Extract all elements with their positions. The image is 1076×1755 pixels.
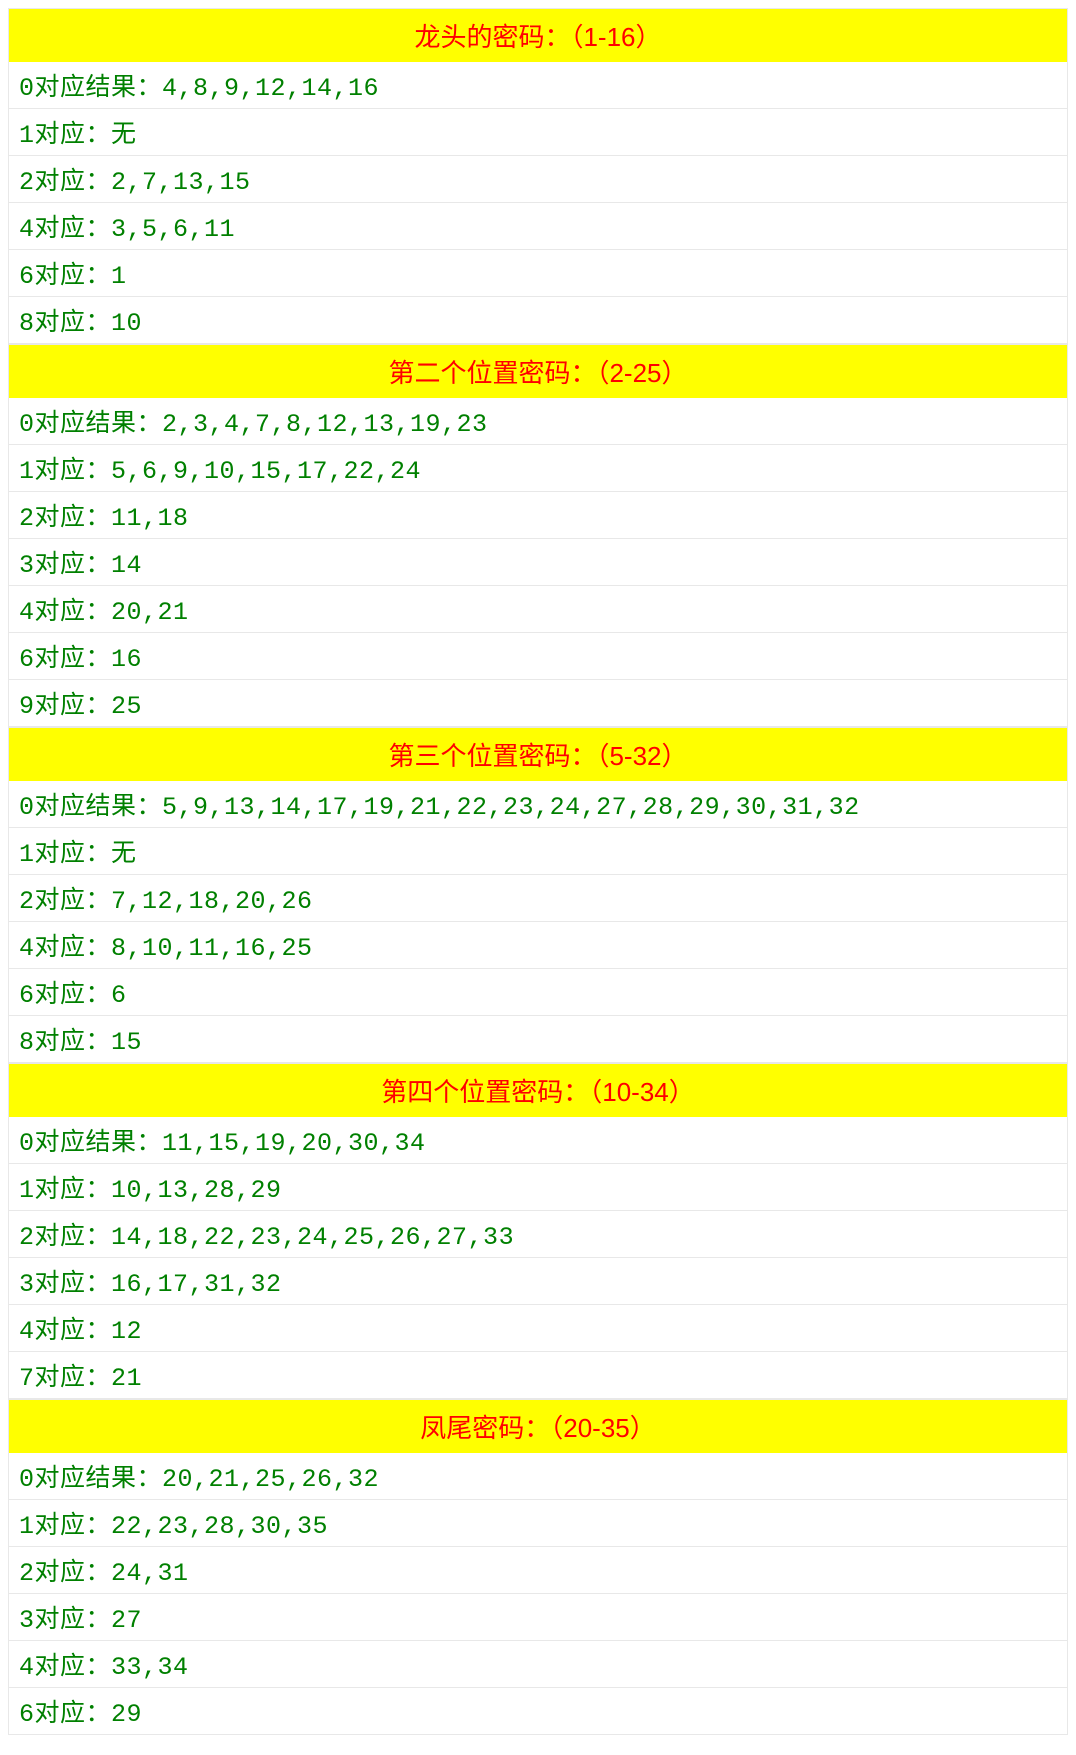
- data-row: 4对应：20,21: [8, 586, 1068, 633]
- section-header: 第二个位置密码：（2-25）: [8, 344, 1068, 398]
- data-row: 0对应结果：2,3,4,7,8,12,13,19,23: [8, 398, 1068, 445]
- data-row: 1对应：10,13,28,29: [8, 1164, 1068, 1211]
- data-row: 0对应结果：5,9,13,14,17,19,21,22,23,24,27,28,…: [8, 781, 1068, 828]
- data-row: 1对应：5,6,9,10,15,17,22,24: [8, 445, 1068, 492]
- section: 第四个位置密码：（10-34）0对应结果：11,15,19,20,30,341对…: [8, 1063, 1068, 1399]
- data-row: 3对应：16,17,31,32: [8, 1258, 1068, 1305]
- data-row: 8对应：10: [8, 297, 1068, 344]
- data-row: 1对应：22,23,28,30,35: [8, 1500, 1068, 1547]
- data-row: 2对应：24,31: [8, 1547, 1068, 1594]
- password-table-container: 龙头的密码：（1-16）0对应结果：4,8,9,12,14,161对应：无2对应…: [8, 8, 1068, 1735]
- data-row: 8对应：15: [8, 1016, 1068, 1063]
- data-row: 6对应：1: [8, 250, 1068, 297]
- data-row: 6对应：6: [8, 969, 1068, 1016]
- data-row: 2对应：11,18: [8, 492, 1068, 539]
- data-row: 2对应：14,18,22,23,24,25,26,27,33: [8, 1211, 1068, 1258]
- data-row: 4对应：33,34: [8, 1641, 1068, 1688]
- data-row: 0对应结果：4,8,9,12,14,16: [8, 62, 1068, 109]
- section-header: 凤尾密码：（20-35）: [8, 1399, 1068, 1453]
- data-row: 1对应：无: [8, 109, 1068, 156]
- section-header: 龙头的密码：（1-16）: [8, 8, 1068, 62]
- data-row: 2对应：2,7,13,15: [8, 156, 1068, 203]
- section-header: 第四个位置密码：（10-34）: [8, 1063, 1068, 1117]
- data-row: 4对应：12: [8, 1305, 1068, 1352]
- data-row: 4对应：3,5,6,11: [8, 203, 1068, 250]
- data-row: 6对应：29: [8, 1688, 1068, 1735]
- data-row: 9对应：25: [8, 680, 1068, 727]
- section: 龙头的密码：（1-16）0对应结果：4,8,9,12,14,161对应：无2对应…: [8, 8, 1068, 344]
- data-row: 0对应结果：20,21,25,26,32: [8, 1453, 1068, 1500]
- section: 第三个位置密码：（5-32）0对应结果：5,9,13,14,17,19,21,2…: [8, 727, 1068, 1063]
- section: 凤尾密码：（20-35）0对应结果：20,21,25,26,321对应：22,2…: [8, 1399, 1068, 1735]
- data-row: 3对应：27: [8, 1594, 1068, 1641]
- section: 第二个位置密码：（2-25）0对应结果：2,3,4,7,8,12,13,19,2…: [8, 344, 1068, 727]
- section-header: 第三个位置密码：（5-32）: [8, 727, 1068, 781]
- data-row: 3对应：14: [8, 539, 1068, 586]
- data-row: 0对应结果：11,15,19,20,30,34: [8, 1117, 1068, 1164]
- data-row: 7对应：21: [8, 1352, 1068, 1399]
- data-row: 6对应：16: [8, 633, 1068, 680]
- data-row: 1对应：无: [8, 828, 1068, 875]
- data-row: 4对应：8,10,11,16,25: [8, 922, 1068, 969]
- data-row: 2对应：7,12,18,20,26: [8, 875, 1068, 922]
